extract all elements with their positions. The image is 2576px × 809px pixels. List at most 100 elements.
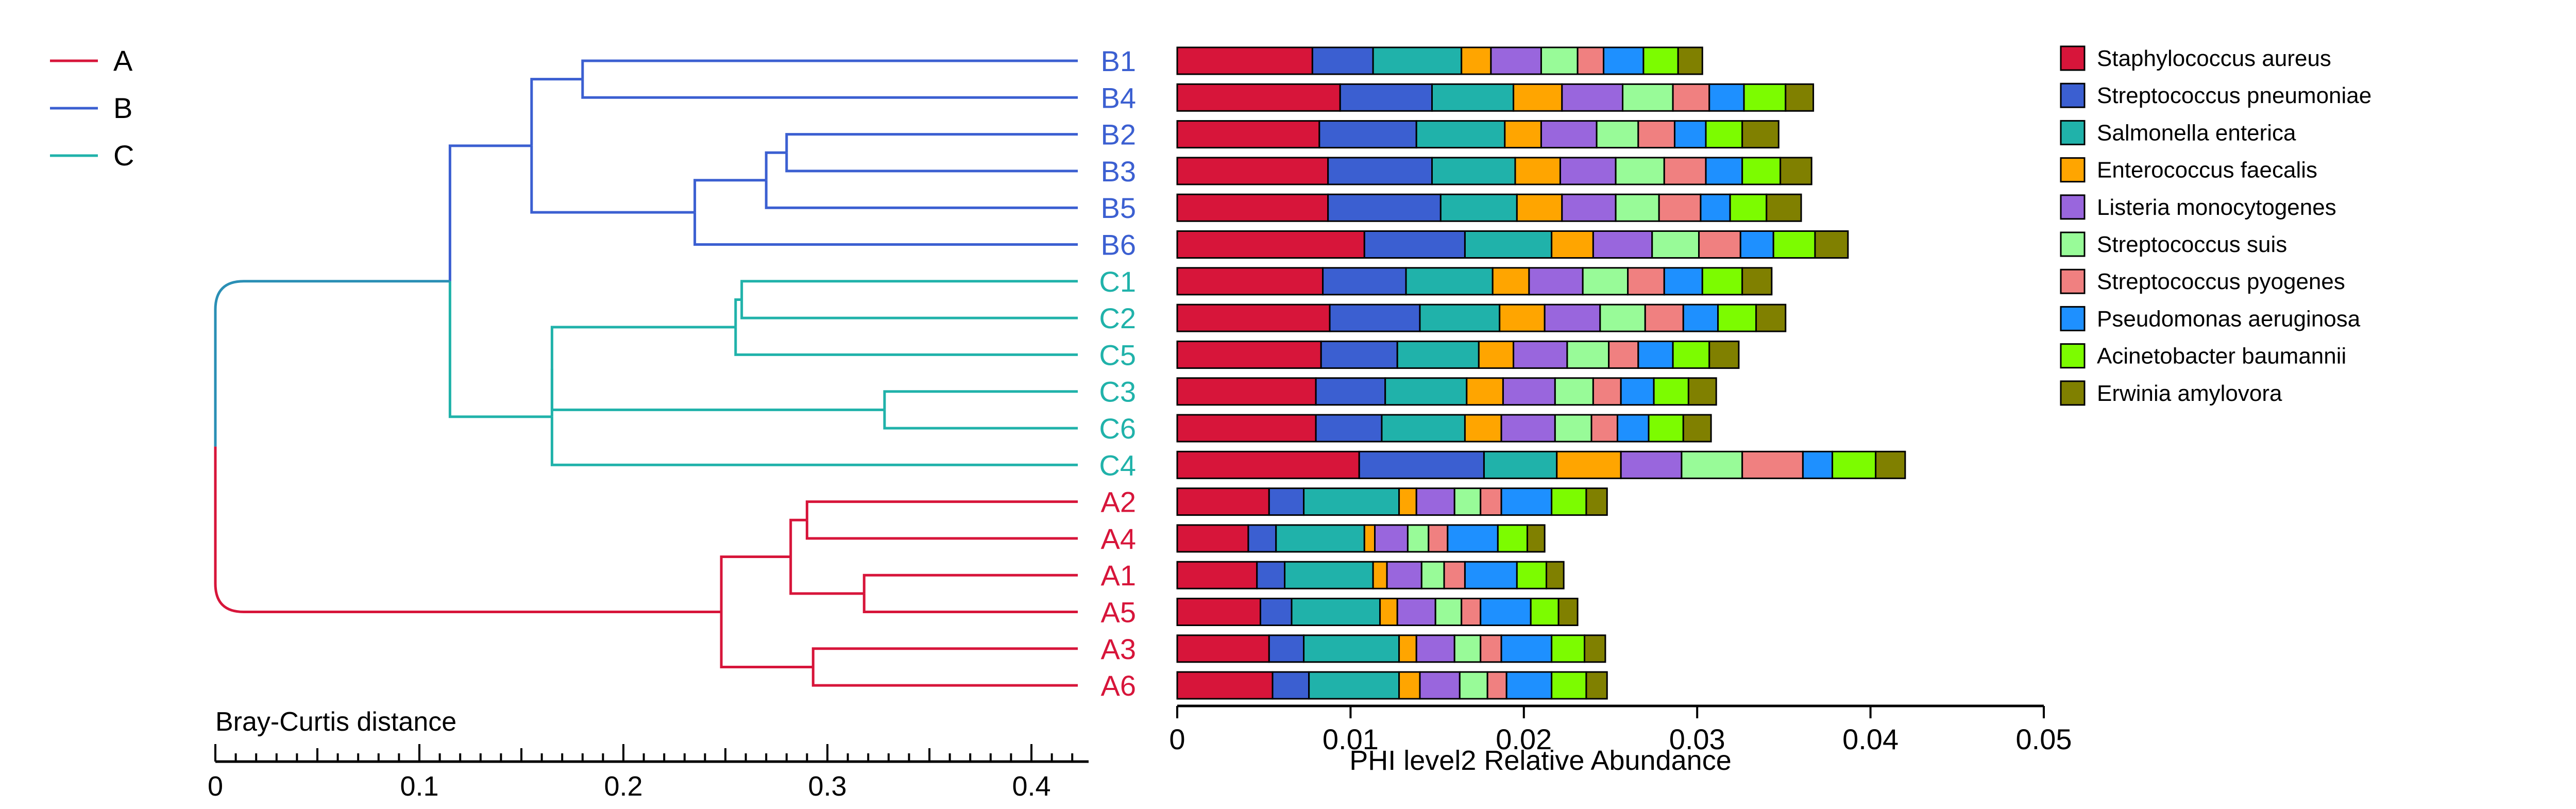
bar-segment-A2-3 [1398,487,1417,516]
dendrogram-branch-m4-0 [693,179,767,213]
bar-segment-B5-4 [1561,193,1617,222]
bar-row-B5 [1176,193,1802,222]
group-legend-label-B: B [113,92,132,124]
bar-segment-C3-6 [1592,377,1622,406]
bar-segment-A3-1 [1268,634,1305,663]
bar-tick-label: 0.03 [1669,723,1725,755]
bar-segment-C2-6 [1644,304,1684,332]
bar-segment-C2-1 [1329,304,1421,332]
bar-segment-A5-1 [1259,598,1293,626]
bar-segment-A2-0 [1176,487,1270,516]
bar-segment-A4-2 [1275,524,1365,553]
species-legend-swatch [2060,343,2086,369]
species-legend-swatch [2060,82,2086,108]
bar-segment-C6-6 [1590,414,1618,443]
leaf-label-C1: C1 [1099,265,1136,298]
dendrogram-branch-m3-0 [765,151,787,180]
dendrogram-branch-m2-0 [785,133,1078,153]
species-legend-label: Streptococcus pyogenes [2097,269,2345,294]
bar-segment-B5-1 [1327,193,1442,222]
bar-row-B3 [1176,157,1812,186]
bar-segment-A6-7 [1505,671,1553,700]
bar-segment-C3-0 [1176,377,1317,406]
dendrogram-tick-label: 0.2 [604,771,642,802]
bar-segment-C4-1 [1358,450,1485,479]
bar-segment-A2-1 [1268,487,1305,516]
species-legend-label: Streptococcus pneumoniae [2097,83,2371,108]
dendrogram-branch-m1-0 [581,59,1078,79]
leaf-label-A3: A3 [1101,633,1137,665]
bar-row-A2 [1176,487,1608,516]
bar-segment-B1-5 [1540,46,1579,75]
leaf-label-A1: A1 [1101,559,1137,592]
bar-segment-C3-4 [1502,377,1556,406]
bar-segment-B3-6 [1663,157,1707,186]
bar-segment-A5-5 [1434,598,1463,626]
bar-segment-A4-4 [1374,524,1409,553]
bar-row-A5 [1176,598,1579,626]
bar-segment-A6-1 [1272,671,1310,700]
dendrogram-tick-label: 0 [208,771,223,802]
bar-segment-A1-6 [1443,561,1466,589]
leaf-label-B2: B2 [1101,119,1137,151]
bar-row-C1 [1176,267,1773,296]
bar-segment-A5-9 [1557,598,1579,626]
species-legend-label: Acinetobacter baumannii [2097,344,2346,369]
bar-segment-A6-5 [1459,671,1488,700]
bar-segment-B3-5 [1615,157,1665,186]
bar-segment-A3-5 [1453,634,1482,663]
bar-segment-A6-3 [1398,671,1421,700]
bar-segment-A4-1 [1247,524,1277,553]
bar-segment-A5-3 [1379,598,1398,626]
species-legend-swatch [2060,268,2086,294]
bar-segment-A1-8 [1516,561,1548,589]
bar-tick-label: 0.01 [1323,723,1379,755]
leaf-label-A6: A6 [1101,669,1137,702]
bar-segment-B6-4 [1592,230,1653,259]
bar-segment-A4-8 [1497,524,1529,553]
bar-segment-B4-5 [1622,83,1674,112]
bar-row-A3 [1176,634,1606,663]
bar-segment-C4-7 [1802,450,1834,479]
species-legend-label: Erwinia amylovora [2097,381,2282,406]
dendrogram-branch-m15-1 [811,667,1078,687]
bar-segment-C2-7 [1682,304,1719,332]
bar-segment-B4-7 [1708,83,1745,112]
bar-segment-B4-9 [1785,83,1815,112]
dendrogram-branch-root-bottom [214,446,722,613]
bar-segment-C3-7 [1620,377,1655,406]
bar-segment-B6-7 [1739,230,1774,259]
stacked-bars [1176,46,1906,700]
bar-segment-C3-1 [1315,377,1386,406]
bar-segment-C5-4 [1513,340,1568,369]
bar-segment-B3-0 [1176,157,1329,186]
dendrogram-branch-m1-1 [581,79,1078,99]
bar-segment-C6-7 [1616,414,1650,443]
bar-segment-C3-2 [1384,377,1468,406]
bar-segment-B5-5 [1615,193,1660,222]
bar-segment-B4-1 [1339,83,1433,112]
bar-segment-B2-6 [1637,120,1675,149]
bar-segment-B2-2 [1415,120,1506,149]
leaf-label-C6: C6 [1099,412,1136,445]
bar-segment-A3-6 [1480,634,1502,663]
bar-segment-A1-2 [1284,561,1374,589]
bar-row-B2 [1176,120,1780,149]
bar-segment-B1-2 [1372,46,1463,75]
bar-segment-B6-2 [1464,230,1553,259]
dendrogram-tick-label: 0.1 [400,771,438,802]
dendrogram-branch-m5-0 [530,78,583,146]
bar-row-A1 [1176,561,1565,589]
bar-segment-C1-3 [1492,267,1530,296]
dendrogram-branch-m7-0 [734,298,742,327]
bar-row-C5 [1176,340,1740,369]
bar-segment-C1-9 [1741,267,1773,296]
dendrogram-branch-m11-0 [448,144,532,281]
leaf-label-C5: C5 [1099,339,1136,371]
bar-segment-C3-3 [1466,377,1504,406]
bar-segment-C6-2 [1381,414,1466,443]
bar-segment-A1-1 [1256,561,1286,589]
bar-segment-C5-3 [1478,340,1515,369]
bar-segment-B6-1 [1363,230,1466,259]
